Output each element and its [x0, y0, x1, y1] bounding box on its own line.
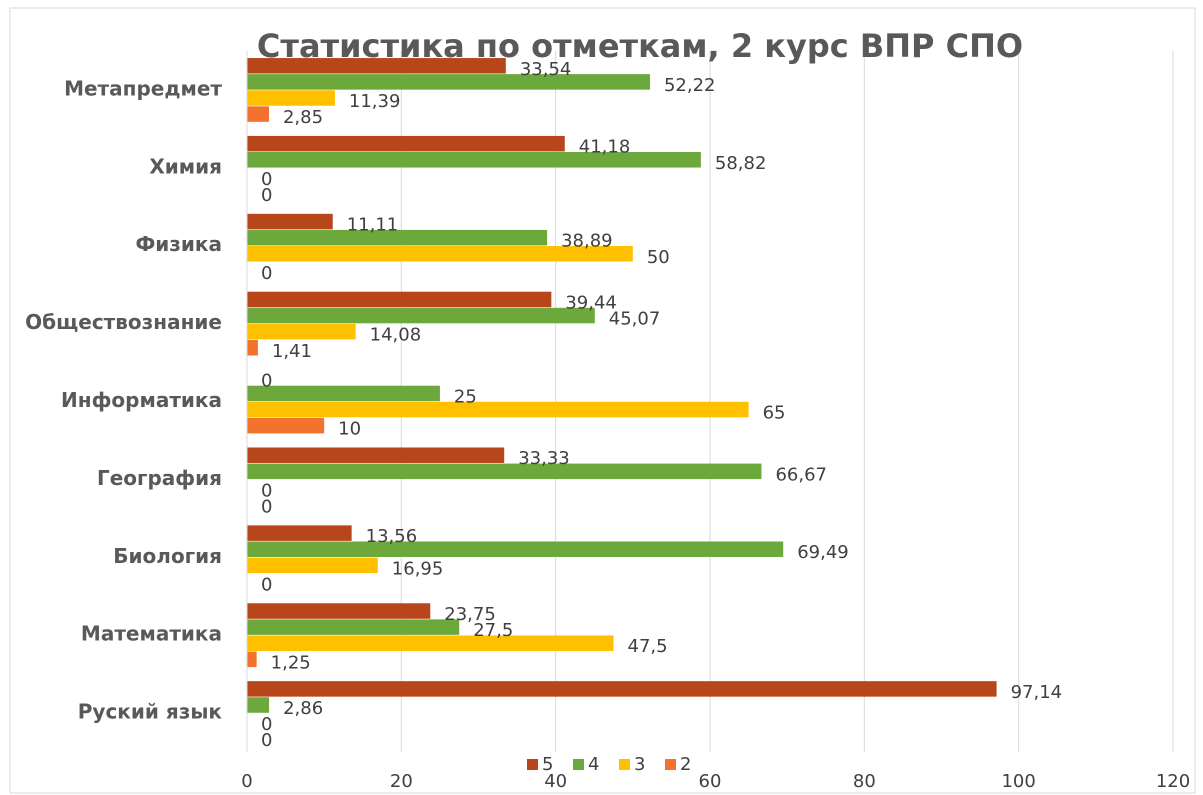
value-label: 52,22 [664, 75, 716, 96]
y-tick-label: Руский язык [78, 700, 223, 724]
legend-label: 2 [680, 754, 691, 775]
value-label: 11,39 [349, 91, 401, 112]
legend-swatch [573, 759, 584, 770]
y-tick-label: Математика [81, 622, 222, 646]
value-label: 16,95 [392, 558, 444, 579]
bar [247, 635, 614, 651]
value-label: 0 [261, 263, 272, 284]
y-tick-label: Физика [135, 232, 222, 256]
value-label: 65 [763, 403, 786, 424]
x-tick-label: 0 [241, 771, 252, 792]
legend-swatch [619, 759, 630, 770]
value-label: 0 [261, 714, 272, 735]
value-label: 0 [261, 730, 272, 751]
bar [247, 681, 997, 697]
legend-swatch [527, 759, 538, 770]
value-label: 27,5 [473, 620, 513, 641]
value-label: 0 [261, 169, 272, 190]
bar [247, 135, 565, 152]
bar [247, 106, 269, 122]
x-tick-label: 120 [1156, 771, 1190, 792]
legend-label: 4 [588, 754, 599, 775]
value-label: 2,86 [283, 698, 323, 719]
value-label: 25 [454, 386, 477, 407]
bar [247, 417, 325, 434]
bar [247, 213, 333, 230]
value-label: 0 [261, 370, 272, 391]
bar [247, 307, 595, 324]
x-tick-label: 60 [699, 771, 722, 792]
bar [247, 541, 784, 557]
value-label: 47,5 [628, 636, 668, 657]
bar [247, 557, 378, 574]
y-tick-label: Химия [149, 154, 222, 178]
value-label: 66,67 [775, 464, 827, 485]
bar [247, 291, 552, 308]
bar [247, 603, 431, 619]
value-label: 45,07 [609, 309, 661, 330]
legend-label: 5 [542, 754, 553, 775]
bar [247, 447, 505, 463]
value-label: 39,44 [565, 292, 617, 313]
bar [247, 58, 506, 74]
legend-swatch [665, 759, 676, 770]
y-tick-label: Биология [113, 544, 222, 568]
bar [247, 340, 258, 356]
bar [247, 525, 352, 541]
value-label: 0 [261, 497, 272, 518]
x-tick-label: 80 [853, 771, 876, 792]
x-tick-label: 100 [1001, 771, 1035, 792]
bar [247, 229, 548, 246]
bar [247, 619, 460, 635]
value-label: 0 [261, 480, 272, 501]
value-label: 33,54 [520, 59, 572, 80]
value-label: 1,25 [271, 652, 311, 673]
value-label: 1,41 [272, 341, 312, 362]
value-label: 23,75 [444, 604, 496, 625]
legend-label: 3 [634, 754, 645, 775]
value-label: 97,14 [1011, 682, 1063, 703]
y-tick-label: Информатика [61, 388, 222, 412]
value-label: 69,49 [797, 542, 849, 563]
bar [247, 401, 749, 418]
chart-border [9, 7, 1196, 794]
value-label: 0 [261, 574, 272, 595]
bar [247, 152, 701, 168]
bar [247, 697, 270, 713]
value-label: 13,56 [366, 526, 418, 547]
value-label: 14,08 [370, 325, 422, 346]
bar [247, 90, 335, 106]
y-tick-label: География [97, 466, 222, 490]
bar [247, 74, 650, 90]
value-label: 58,82 [715, 153, 767, 174]
bar [247, 323, 356, 340]
value-label: 11,11 [347, 215, 399, 236]
value-label: 0 [261, 185, 272, 206]
x-tick-label: 20 [390, 771, 413, 792]
value-label: 38,89 [561, 231, 613, 252]
chart-title: Статистика по отметкам, 2 курс ВПР СПО [257, 27, 1023, 65]
value-label: 10 [338, 419, 361, 440]
y-tick-label: Обществознание [25, 310, 222, 334]
value-label: 50 [647, 247, 670, 268]
value-label: 33,33 [518, 448, 570, 469]
x-tick-label: 40 [544, 771, 567, 792]
bar [247, 385, 440, 402]
value-label: 2,85 [283, 107, 323, 128]
value-label: 41,18 [579, 137, 631, 158]
bar [247, 463, 762, 480]
bar [247, 651, 257, 668]
bar [247, 246, 633, 262]
y-tick-label: Метапредмет [64, 76, 222, 100]
